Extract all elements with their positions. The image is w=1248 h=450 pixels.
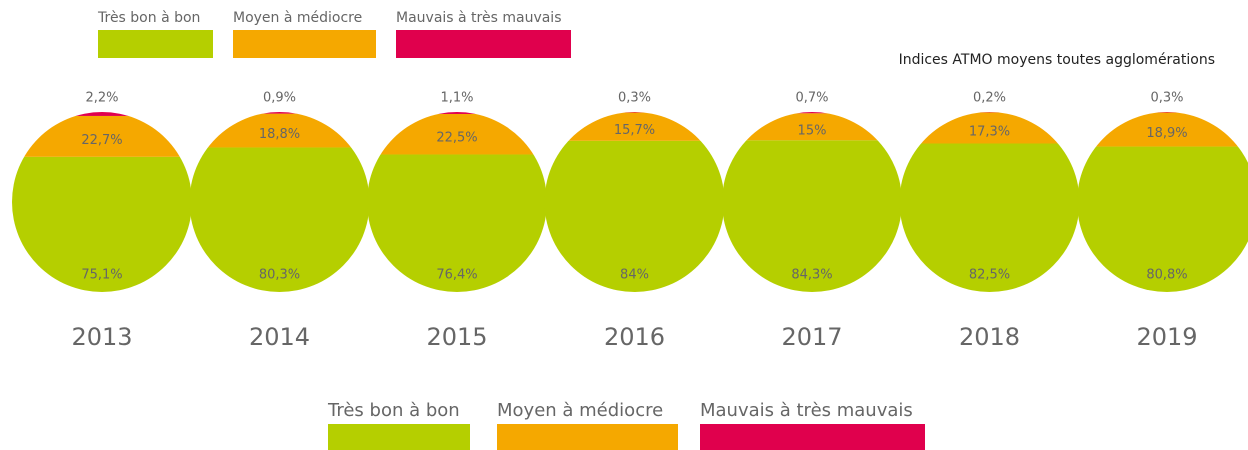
data-label: 82,5%: [969, 268, 1010, 283]
data-label: 0,9%: [263, 91, 296, 106]
legend-swatch: [98, 30, 213, 58]
x-tick-label: 2014: [249, 323, 310, 351]
legend-label: Mauvais à très mauvais: [700, 400, 913, 421]
circle-group: [544, 112, 725, 292]
data-label: 0,2%: [973, 91, 1006, 106]
segment: [722, 140, 902, 292]
x-tick-label: 2016: [604, 323, 665, 351]
data-label: 0,7%: [795, 91, 828, 106]
legend-label: Moyen à médiocre: [233, 10, 362, 26]
x-tick-label: 2017: [781, 323, 842, 351]
legend-swatch: [233, 30, 376, 58]
data-label: 15,7%: [614, 123, 655, 138]
segment: [544, 112, 725, 113]
x-tick-label: 2019: [1136, 323, 1197, 351]
segment: [367, 112, 547, 114]
data-label: 18,8%: [259, 127, 300, 142]
data-label: 84%: [620, 268, 649, 283]
legend-label: Très bon à bon: [97, 10, 200, 26]
legend-label: Mauvais à très mauvais: [396, 10, 562, 26]
x-tick-label: 2013: [71, 323, 132, 351]
legend-swatch: [396, 30, 571, 58]
data-label: 0,3%: [618, 91, 651, 106]
segment: [12, 112, 192, 116]
data-label: 80,3%: [259, 268, 300, 283]
legend-label: Très bon à bon: [327, 400, 460, 421]
segment: [367, 154, 547, 292]
segment: [189, 112, 370, 114]
data-label: 18,9%: [1146, 126, 1187, 141]
data-label: 0,3%: [1150, 91, 1183, 106]
data-label: 76,4%: [436, 268, 477, 283]
data-label: 2,2%: [85, 91, 118, 106]
data-label: 17,3%: [969, 124, 1010, 139]
x-tick-label: 2015: [426, 323, 487, 351]
segment: [189, 147, 370, 292]
circle-group: [722, 112, 902, 292]
segment: [722, 112, 902, 114]
legend-swatch: [497, 424, 678, 450]
legend-swatch: [328, 424, 470, 450]
segment: [899, 143, 1080, 292]
data-label: 80,8%: [1146, 268, 1187, 283]
legend-swatch: [700, 424, 925, 450]
chart-title: Indices ATMO moyens toutes agglomération…: [899, 52, 1215, 68]
data-label: 22,7%: [81, 133, 122, 148]
data-label: 84,3%: [791, 268, 832, 283]
data-label: 1,1%: [440, 91, 473, 106]
data-label: 75,1%: [81, 268, 122, 283]
segment: [544, 140, 725, 292]
data-label: 15%: [798, 123, 827, 138]
segment: [1077, 112, 1248, 113]
x-tick-label: 2018: [959, 323, 1020, 351]
data-label: 22,5%: [436, 131, 477, 146]
legend-label: Moyen à médiocre: [497, 400, 663, 421]
